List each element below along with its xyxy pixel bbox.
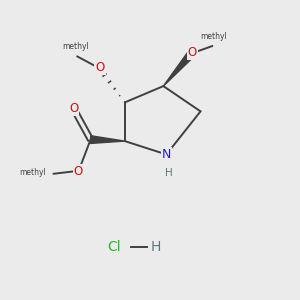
Text: Cl: Cl [107,240,121,254]
Text: methyl: methyl [19,168,46,177]
Text: N: N [162,148,171,161]
Text: O: O [95,61,105,74]
Polygon shape [90,136,125,143]
Polygon shape [164,51,194,86]
Text: methyl: methyl [62,42,89,51]
Text: methyl: methyl [200,32,227,40]
Text: H: H [165,168,172,178]
Text: O: O [188,46,197,59]
Text: O: O [69,102,78,115]
Text: O: O [74,165,83,178]
Text: H: H [151,240,161,254]
